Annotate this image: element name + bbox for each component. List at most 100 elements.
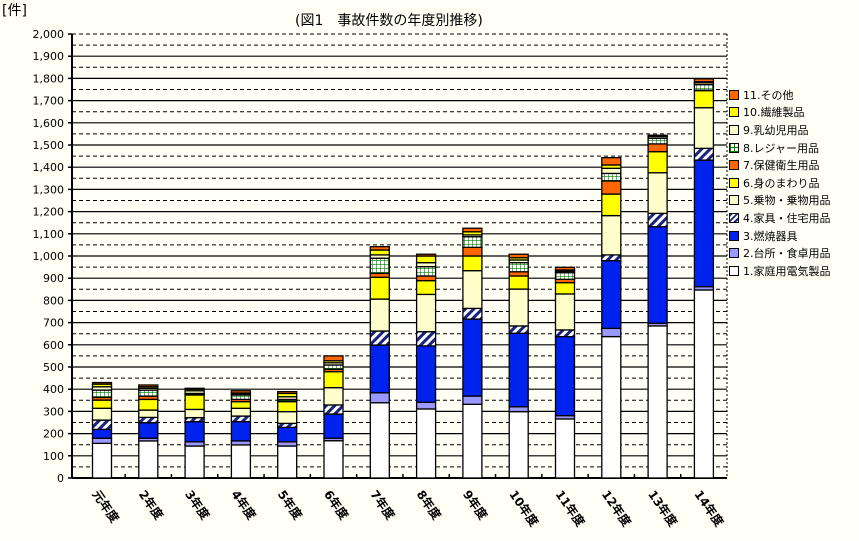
bar-segment-series-3 <box>277 426 298 443</box>
bar-segment-series-1 <box>462 403 483 479</box>
bar-segment-series-4 <box>554 329 576 338</box>
x-tick-label: 6年度 <box>321 487 352 523</box>
bar-segment-series-1 <box>508 410 529 479</box>
bar-segment-series-9 <box>601 167 622 175</box>
legend-label: 2.台所・食卓用品 <box>743 247 831 261</box>
bar-segment-series-8 <box>91 389 113 399</box>
legend-swatch <box>729 265 739 276</box>
x-tick-label: 4年度 <box>228 487 259 523</box>
y-tick-label: 0 <box>57 472 64 485</box>
legend-label: 5.乗物・乗物用品 <box>743 194 831 208</box>
bar-stack <box>462 227 483 479</box>
legend-swatch <box>729 248 739 259</box>
bar-segment-series-5 <box>647 172 668 215</box>
bar-segment-series-2 <box>601 327 622 338</box>
bar-segment-series-5 <box>138 409 159 419</box>
bar-segment-series-10 <box>415 255 437 264</box>
bar-segment-series-7 <box>647 143 668 153</box>
y-tick-label: 1,100 <box>33 228 65 241</box>
bar-segment-series-7 <box>462 246 483 257</box>
bar-stack <box>554 266 576 479</box>
bar-segment-series-6 <box>415 279 437 296</box>
bar-segment-series-3 <box>601 260 622 330</box>
legend-label: 6.身のまわり品 <box>743 176 820 190</box>
bar-segment-series-11 <box>508 253 529 259</box>
y-tick-label: 1,200 <box>33 206 65 219</box>
bar-segment-series-8 <box>138 389 159 397</box>
bar-segment-series-6 <box>369 276 390 300</box>
y-tick-label: 500 <box>43 361 64 374</box>
bar-segment-series-5 <box>230 407 252 417</box>
legend-item: 11.その他 <box>729 86 859 104</box>
bar-segment-series-3 <box>184 420 205 443</box>
bar-segment-series-3 <box>230 420 252 442</box>
bar-segment-series-5 <box>91 407 113 421</box>
legend-item: 1.家庭用電気製品 <box>729 262 859 280</box>
bar-segment-series-11 <box>323 355 344 362</box>
bar-segment-series-6 <box>647 151 668 174</box>
bar-segment-series-1 <box>554 418 576 479</box>
bar-segment-series-7 <box>415 275 437 282</box>
bar-segment-series-3 <box>415 345 437 403</box>
bar-stack <box>323 355 344 479</box>
legend-item: 9.乳幼児用品 <box>729 121 859 139</box>
bar-segment-series-6 <box>138 398 159 411</box>
bar-segment-series-5 <box>601 214 622 256</box>
bar-segment-series-3 <box>554 335 576 417</box>
legend-swatch <box>729 212 739 223</box>
bar-segment-series-4 <box>138 416 159 424</box>
bar-segment-series-6 <box>462 255 483 272</box>
x-tick-label: 2年度 <box>136 487 167 523</box>
y-tick-label: 1,300 <box>33 183 65 196</box>
bar-segment-series-3 <box>323 413 344 439</box>
bar-segment-series-4 <box>601 254 622 262</box>
bar-segment-series-1 <box>647 325 668 479</box>
bar-segment-series-11 <box>601 157 622 166</box>
bar-segment-series-11 <box>277 390 298 395</box>
bar-segment-series-6 <box>601 193 622 217</box>
chart-title: (図1 事故件数の年度別推移) <box>295 13 483 29</box>
bar-segment-series-6 <box>693 89 715 109</box>
bar-segment-series-11 <box>230 390 252 394</box>
bar-segment-series-1 <box>601 335 622 479</box>
y-tick-label: 1,700 <box>33 95 65 108</box>
legend-swatch <box>729 195 739 206</box>
legend-item: 4.家具・住宅用品 <box>729 209 859 227</box>
bar-segment-series-10 <box>369 249 390 256</box>
bar-segment-series-4 <box>323 404 344 415</box>
bar-segment-series-4 <box>647 212 668 228</box>
bar-stack <box>508 253 529 479</box>
bar-segment-series-11 <box>693 78 715 83</box>
bar-segment-series-8 <box>601 172 622 182</box>
bar-segment-series-5 <box>508 288 529 327</box>
bar-segment-series-5 <box>693 107 715 149</box>
y-tick-label: 1,800 <box>33 72 65 85</box>
bar-segment-series-8 <box>647 137 668 145</box>
bar-segment-series-6 <box>91 399 113 409</box>
bar-segment-series-1 <box>415 408 437 479</box>
legend-swatch <box>729 124 739 135</box>
bar-segment-series-3 <box>693 159 715 288</box>
bar-segment-series-3 <box>91 428 113 439</box>
x-tick-label: 9年度 <box>460 487 491 523</box>
x-tick-label: 5年度 <box>275 487 306 523</box>
legend-label: 8.レジャー用品 <box>743 141 819 155</box>
x-tick-label: 13年度 <box>645 487 681 530</box>
bar-stack <box>184 387 205 479</box>
y-tick-label: 1,600 <box>33 117 65 130</box>
legend: 11.その他 10.繊維製品 9.乳幼児用品 8.レジャー用品 7.保健衛生用品 6.身の… <box>729 86 859 280</box>
bar-segment-series-4 <box>508 325 529 334</box>
x-tick-label: 7年度 <box>367 487 398 523</box>
bar-stack <box>138 384 159 479</box>
legend-swatch <box>729 230 739 241</box>
y-tick-label: 600 <box>43 339 64 352</box>
bar-segment-series-8 <box>693 83 715 91</box>
y-tick-label: 200 <box>43 428 64 441</box>
bar-segment-series-1 <box>693 289 715 479</box>
legend-item: 7.保健衛生用品 <box>729 156 859 174</box>
legend-item: 2.台所・食卓用品 <box>729 244 859 262</box>
bar-segment-series-3 <box>508 332 529 408</box>
legend-label: 1.家庭用電気製品 <box>743 264 831 278</box>
bar-segment-series-1 <box>277 445 298 479</box>
legend-label: 11.その他 <box>743 88 794 102</box>
